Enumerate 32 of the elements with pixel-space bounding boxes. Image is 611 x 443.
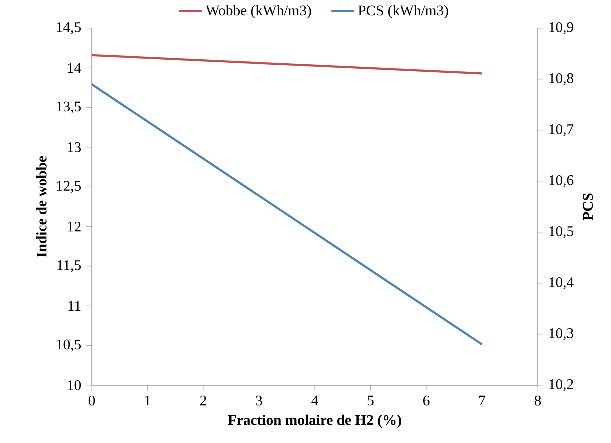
legend-label: PCS (kWh/m3) bbox=[358, 5, 448, 18]
y-tick-label: 13,5 bbox=[57, 102, 82, 114]
x-tick-label: 3 bbox=[256, 396, 262, 406]
y2-tick-label: 10,3 bbox=[550, 328, 574, 340]
legend-label: Wobbe (kWh/m3) bbox=[206, 5, 312, 18]
y2-tick-label: 10,2 bbox=[550, 379, 574, 392]
y2-tick-label: 10,8 bbox=[550, 73, 574, 86]
y-tick-label: 12,5 bbox=[57, 180, 82, 193]
y-tick-label: 11,5 bbox=[58, 260, 82, 272]
y-tick-label: 11 bbox=[68, 301, 81, 311]
y-tick-label: 10,5 bbox=[57, 340, 82, 352]
y2-tick-label: 10,4 bbox=[550, 277, 574, 290]
x-tick-label: 8 bbox=[534, 396, 542, 406]
x-tick-label: 1 bbox=[145, 396, 151, 406]
x-tick-label: 4 bbox=[312, 396, 318, 406]
y-tick-label: 10 bbox=[68, 380, 82, 390]
y2-tick-label: 10,7 bbox=[550, 124, 574, 136]
y-tick-label: 14 bbox=[68, 63, 82, 73]
y2-tick-label: 10,5 bbox=[550, 226, 574, 238]
y2-tick-label: 10,6 bbox=[550, 175, 574, 188]
x-tick-label: 2 bbox=[200, 396, 206, 406]
y2-tick-label: 10,9 bbox=[550, 22, 574, 34]
y-tick-label: 14,5 bbox=[57, 22, 82, 34]
x-tick-label: 7 bbox=[480, 396, 486, 406]
y2-axis-title: PCS bbox=[583, 194, 594, 220]
x-tick-label: 5 bbox=[368, 396, 374, 406]
y-tick-label: 12 bbox=[68, 222, 81, 232]
y-tick-label: 13 bbox=[68, 142, 82, 152]
x-tick-label: 0 bbox=[88, 396, 96, 406]
y-axis-title: Indice de wobbe bbox=[36, 156, 47, 258]
x-tick-label: 6 bbox=[423, 396, 430, 406]
x-axis-title: Fraction molaire de H2 (%) bbox=[228, 414, 402, 428]
